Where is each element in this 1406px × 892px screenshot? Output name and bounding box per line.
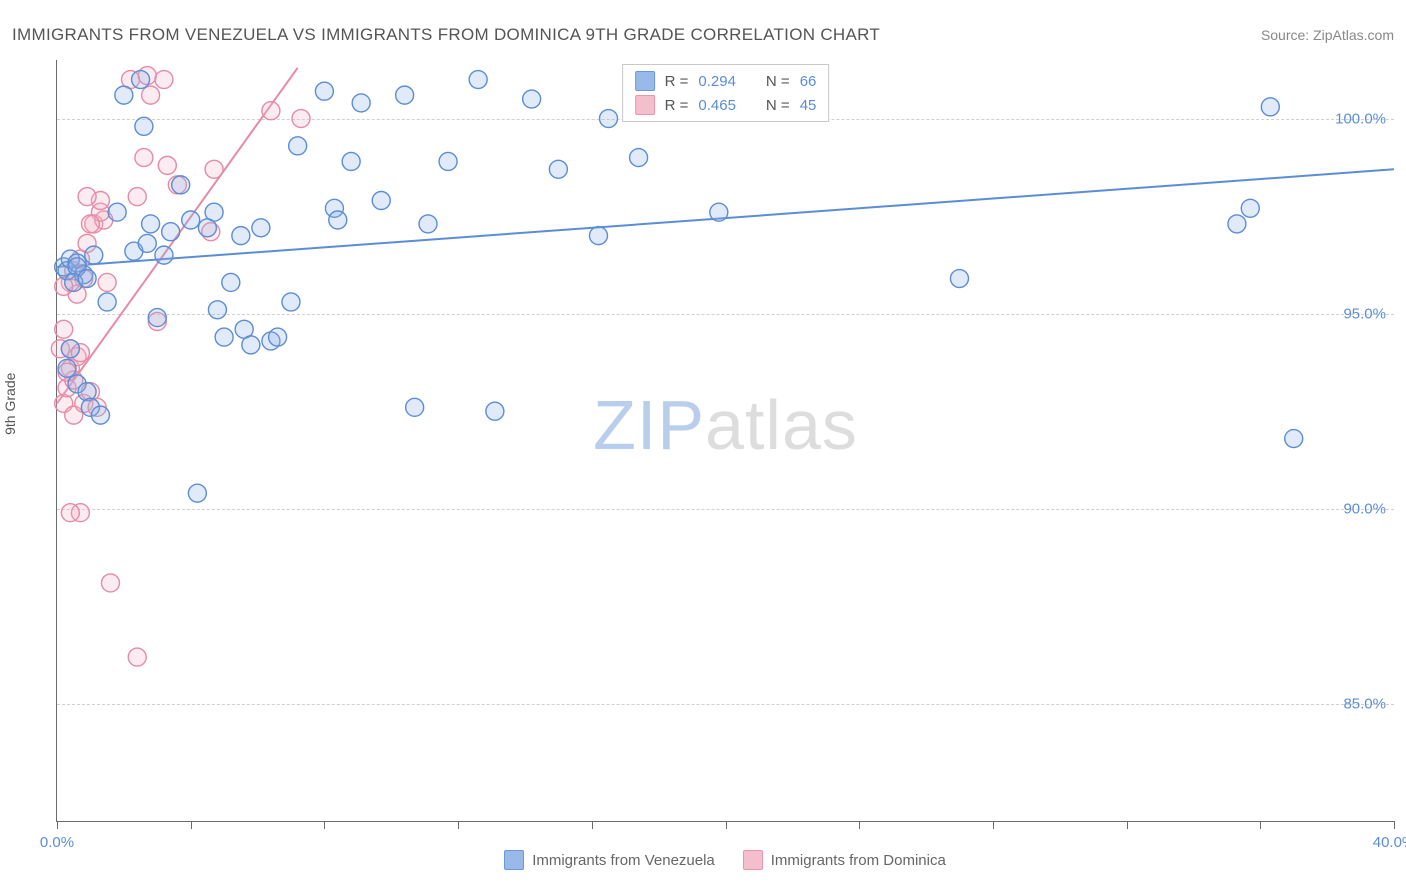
point-venezuela	[85, 246, 103, 264]
point-venezuela	[1261, 98, 1279, 116]
point-dominica	[155, 71, 173, 89]
point-venezuela	[396, 86, 414, 104]
point-venezuela	[523, 90, 541, 108]
point-venezuela	[172, 176, 190, 194]
correlation-legend: R = 0.294 N = 66 R = 0.465 N = 45	[622, 64, 830, 122]
point-venezuela	[630, 149, 648, 167]
y-axis-label: 9th Grade	[2, 373, 18, 435]
point-venezuela	[315, 82, 333, 100]
point-venezuela	[950, 270, 968, 288]
point-venezuela	[1241, 199, 1259, 217]
x-tick	[57, 821, 58, 829]
point-venezuela	[162, 223, 180, 241]
point-venezuela	[589, 227, 607, 245]
point-venezuela	[132, 71, 150, 89]
point-venezuela	[61, 340, 79, 358]
point-venezuela	[198, 219, 216, 237]
point-venezuela	[115, 86, 133, 104]
source-label: Source: ZipAtlas.com	[1261, 27, 1394, 43]
point-venezuela	[486, 402, 504, 420]
point-dominica	[128, 648, 146, 666]
point-venezuela	[352, 94, 370, 112]
point-dominica	[205, 160, 223, 178]
point-venezuela	[222, 273, 240, 291]
point-dominica	[55, 320, 73, 338]
point-dominica	[101, 574, 119, 592]
point-venezuela	[406, 398, 424, 416]
x-tick	[458, 821, 459, 829]
point-venezuela	[142, 215, 160, 233]
point-dominica	[61, 504, 79, 522]
point-venezuela	[1285, 430, 1303, 448]
point-dominica	[262, 102, 280, 120]
point-venezuela	[108, 203, 126, 221]
legend-swatch-venezuela	[504, 850, 524, 870]
point-dominica	[128, 188, 146, 206]
x-tick	[1394, 821, 1395, 829]
series-legend: Immigrants from Venezuela Immigrants fro…	[56, 850, 1394, 870]
legend-swatch-dominica	[635, 95, 655, 115]
point-venezuela	[148, 309, 166, 327]
point-venezuela	[1228, 215, 1246, 233]
point-venezuela	[91, 406, 109, 424]
point-venezuela	[372, 191, 390, 209]
point-venezuela	[78, 383, 96, 401]
point-venezuela	[282, 293, 300, 311]
legend-item-dominica: Immigrants from Dominica	[743, 850, 946, 870]
x-tick	[993, 821, 994, 829]
legend-row-dominica: R = 0.465 N = 45	[635, 95, 817, 115]
legend-swatch-dominica	[743, 850, 763, 870]
point-venezuela	[600, 110, 618, 128]
point-venezuela	[269, 328, 287, 346]
point-venezuela	[419, 215, 437, 233]
x-tick	[191, 821, 192, 829]
x-tick	[1127, 821, 1128, 829]
point-venezuela	[208, 301, 226, 319]
legend-row-venezuela: R = 0.294 N = 66	[635, 71, 817, 91]
x-tick	[1260, 821, 1261, 829]
source-link[interactable]: ZipAtlas.com	[1313, 27, 1394, 43]
point-venezuela	[329, 211, 347, 229]
point-dominica	[135, 149, 153, 167]
point-venezuela	[252, 219, 270, 237]
scatter-points-layer	[57, 60, 1394, 821]
point-venezuela	[135, 117, 153, 135]
point-venezuela	[710, 203, 728, 221]
point-venezuela	[155, 246, 173, 264]
point-venezuela	[232, 227, 250, 245]
x-tick	[324, 821, 325, 829]
point-venezuela	[215, 328, 233, 346]
legend-swatch-venezuela	[635, 71, 655, 91]
x-tick	[726, 821, 727, 829]
point-venezuela	[439, 152, 457, 170]
chart-title: IMMIGRANTS FROM VENEZUELA VS IMMIGRANTS …	[12, 25, 880, 45]
legend-item-venezuela: Immigrants from Venezuela	[504, 850, 715, 870]
point-dominica	[158, 156, 176, 174]
point-dominica	[292, 110, 310, 128]
point-venezuela	[342, 152, 360, 170]
point-venezuela	[58, 359, 76, 377]
point-venezuela	[98, 293, 116, 311]
point-venezuela	[549, 160, 567, 178]
point-venezuela	[138, 234, 156, 252]
x-tick-label: 40.0%	[1373, 834, 1406, 851]
point-dominica	[78, 188, 96, 206]
point-dominica	[81, 215, 99, 233]
scatter-plot-area: ZIPatlas R = 0.294 N = 66 R = 0.465 N = …	[56, 60, 1394, 822]
point-venezuela	[182, 211, 200, 229]
point-venezuela	[289, 137, 307, 155]
point-dominica	[142, 86, 160, 104]
point-venezuela	[469, 71, 487, 89]
point-venezuela	[78, 270, 96, 288]
x-tick	[592, 821, 593, 829]
x-tick-label: 0.0%	[40, 834, 74, 851]
point-dominica	[98, 273, 116, 291]
point-venezuela	[242, 336, 260, 354]
x-tick	[859, 821, 860, 829]
point-venezuela	[188, 484, 206, 502]
